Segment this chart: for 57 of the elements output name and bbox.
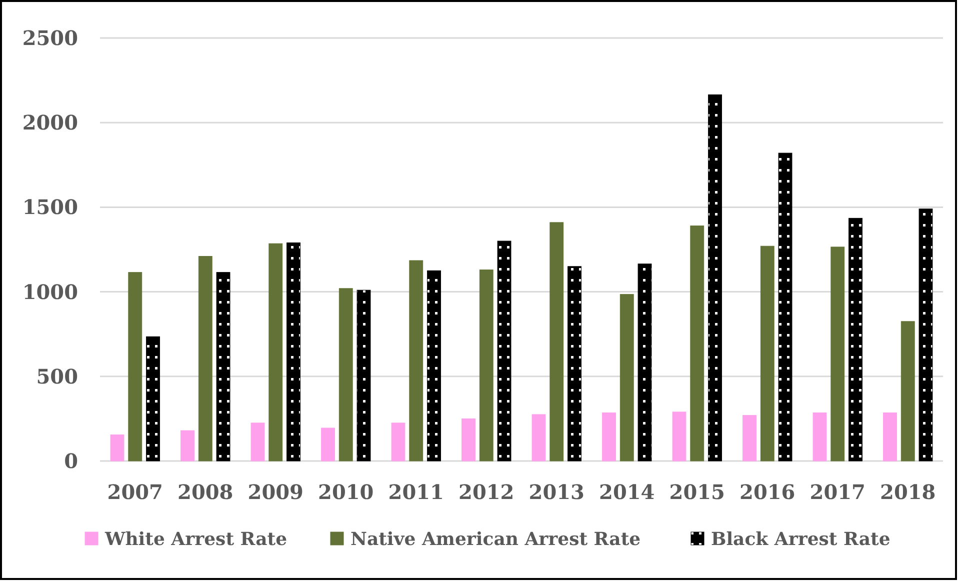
bar: [690, 226, 704, 462]
bar: [110, 434, 124, 462]
bar: [830, 246, 845, 462]
bar: [497, 240, 512, 462]
x-tick-label: 2017: [810, 480, 866, 504]
x-tick-label: 2014: [599, 480, 655, 504]
bar: [409, 260, 424, 462]
bar: [848, 218, 862, 462]
y-tick-label: 1000: [22, 280, 78, 304]
bar: [900, 321, 915, 462]
x-tick-label: 2018: [880, 480, 936, 504]
bar: [883, 412, 897, 462]
bar: [216, 272, 230, 462]
bar: [532, 414, 546, 462]
bar: [427, 270, 441, 462]
x-tick-label: 2013: [528, 480, 584, 504]
bar: [250, 422, 265, 462]
legend-label: Native American Arrest Rate: [350, 529, 641, 550]
bar: [321, 428, 335, 462]
bar: [180, 430, 194, 462]
legend-label: White Arrest Rate: [104, 529, 288, 550]
x-tick-label: 2016: [740, 480, 796, 504]
x-tick-label: 2011: [388, 480, 444, 504]
bar: [356, 290, 371, 462]
y-tick-label: 2500: [22, 26, 78, 50]
x-tick-label: 2008: [178, 480, 234, 504]
bar: [268, 243, 283, 462]
bar: [812, 412, 827, 462]
bar: [550, 222, 564, 462]
bar: [286, 242, 300, 462]
bar: [760, 246, 774, 462]
bar: [708, 94, 722, 462]
bar: [568, 266, 582, 462]
bar: [742, 415, 756, 462]
bar: [479, 270, 494, 462]
bar: [602, 412, 616, 462]
bar: [778, 152, 792, 462]
x-tick-label: 2010: [318, 480, 374, 504]
bar: [391, 422, 406, 462]
bar: [462, 418, 476, 462]
y-tick-label: 0: [64, 449, 78, 473]
y-tick-label: 1500: [22, 195, 78, 220]
legend-label: Black Arrest Rate: [711, 529, 890, 550]
bar: [128, 272, 142, 462]
x-tick-label: 2012: [458, 480, 514, 504]
x-tick-label: 2009: [248, 480, 304, 504]
bar: [146, 336, 160, 462]
bar: [638, 264, 652, 462]
x-tick-label: 2015: [669, 480, 725, 504]
y-tick-label: 2000: [22, 110, 78, 135]
bar: [620, 294, 634, 462]
bar: [672, 412, 686, 462]
x-tick-label: 2007: [107, 480, 163, 504]
bar: [198, 256, 212, 462]
bar: [338, 288, 353, 462]
y-tick-label: 500: [36, 364, 78, 388]
bar: [918, 208, 933, 462]
